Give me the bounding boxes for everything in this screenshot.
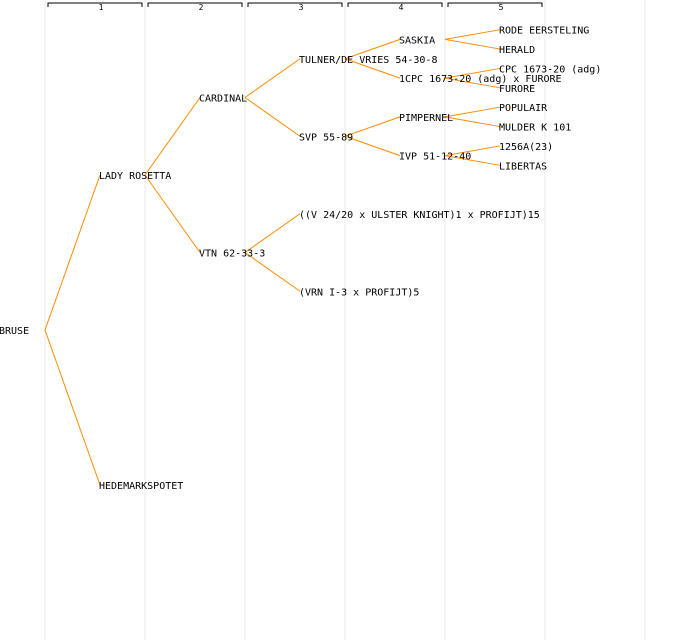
- edge-pimpernel-to-mulder-k-101: [444, 116, 501, 128]
- generation-bracket: [347, 2, 443, 7]
- node-saskia[interactable]: SASKIA: [399, 35, 435, 46]
- edge-svp-55-89-to-pimpernel: [344, 116, 401, 137]
- node-vtn-62-33-3[interactable]: VTN 62-33-3: [199, 249, 265, 260]
- edge-vtn-62-33-3-to-vrn-profijt: [244, 252, 301, 292]
- generation-number-1: 1: [99, 3, 104, 12]
- edge-ivp-51-12-40-to-libertas: [444, 155, 501, 166]
- edge-saskia-to-herald: [444, 38, 501, 50]
- generation-bracket: [47, 2, 143, 7]
- generation-bracket: [447, 2, 543, 7]
- node-hedemarkspotet[interactable]: HEDEMARKSPOTET: [99, 481, 183, 492]
- edge-bruse-to-lady-rosetta: [44, 174, 101, 331]
- node-svp-55-89[interactable]: SVP 55-89: [299, 132, 353, 143]
- edge-bruse-to-hedemarkspotet: [44, 329, 101, 486]
- edge-saskia-to-rode-eersteling: [444, 29, 501, 40]
- node-populair[interactable]: POPULAIR: [499, 103, 548, 114]
- node-herald[interactable]: HERALD: [499, 45, 535, 56]
- edge-lady-rosetta-to-cardinal: [144, 97, 201, 176]
- generation-header: 1 2 3 4 5: [47, 2, 543, 12]
- node-cardinal[interactable]: CARDINAL: [199, 94, 247, 105]
- edge-pimpernel-to-populair: [444, 106, 501, 118]
- node-1256a-23[interactable]: 1256A(23): [499, 142, 553, 153]
- node-libertas[interactable]: LIBERTAS: [499, 161, 547, 172]
- generation-number-4: 4: [399, 3, 404, 12]
- edge-ivp-51-12-40-to-1256a-23: [444, 145, 501, 157]
- edges: [44, 29, 501, 486]
- node-vrn-profijt[interactable]: (VRN I-3 x PROFIJT)5: [299, 287, 419, 298]
- node-labels: RODE EERSTELING HERALD SASKIA CPC 1673-20 (…: [0, 26, 601, 492]
- node-ivp-51-12-40[interactable]: IVP 51-12-40: [399, 152, 471, 163]
- node-pimpernel[interactable]: PIMPERNEL: [399, 113, 453, 124]
- edge-cpc-furore-to-cpc-1673-20: [444, 67, 501, 79]
- column-gridlines: [44, 0, 646, 640]
- node-rode-eersteling[interactable]: RODE EERSTELING: [499, 26, 589, 37]
- edge-svp-55-89-to-ivp-51-12-40: [344, 135, 401, 157]
- generation-number-3: 3: [299, 3, 304, 12]
- edge-vtn-62-33-3-to-v24-ulster-profijt: [244, 213, 301, 253]
- edge-cardinal-to-svp-55-89: [244, 97, 301, 137]
- node-cpc-furore[interactable]: 1CPC 1673-20 (adg) x FURORE: [399, 74, 562, 85]
- node-furore[interactable]: FURORE: [499, 84, 535, 95]
- generation-number-2: 2: [199, 3, 204, 12]
- node-cpc-1673-20[interactable]: CPC 1673-20 (adg): [499, 64, 601, 75]
- node-bruse[interactable]: BRUSE: [0, 326, 29, 337]
- node-lady-rosetta[interactable]: LADY ROSETTA: [99, 171, 171, 182]
- node-v24-ulster-profijt[interactable]: ((V 24/20 x ULSTER KNIGHT)1 x PROFIJT)15: [299, 210, 540, 221]
- generation-number-5: 5: [499, 3, 504, 12]
- edge-tulner-de-vries-to-cpc-furore: [344, 58, 401, 79]
- generation-bracket: [247, 2, 343, 7]
- node-mulder-k-101[interactable]: MULDER K 101: [499, 123, 571, 134]
- generation-bracket: [147, 2, 243, 7]
- edge-tulner-de-vries-to-saskia: [344, 38, 401, 60]
- edge-lady-rosetta-to-vtn-62-33-3: [144, 174, 201, 253]
- edge-cpc-furore-to-furore: [444, 77, 501, 89]
- edge-cardinal-to-tulner-de-vries: [244, 58, 301, 98]
- node-tulner-de-vries[interactable]: TULNER/DE VRIES 54-30-8: [299, 55, 437, 66]
